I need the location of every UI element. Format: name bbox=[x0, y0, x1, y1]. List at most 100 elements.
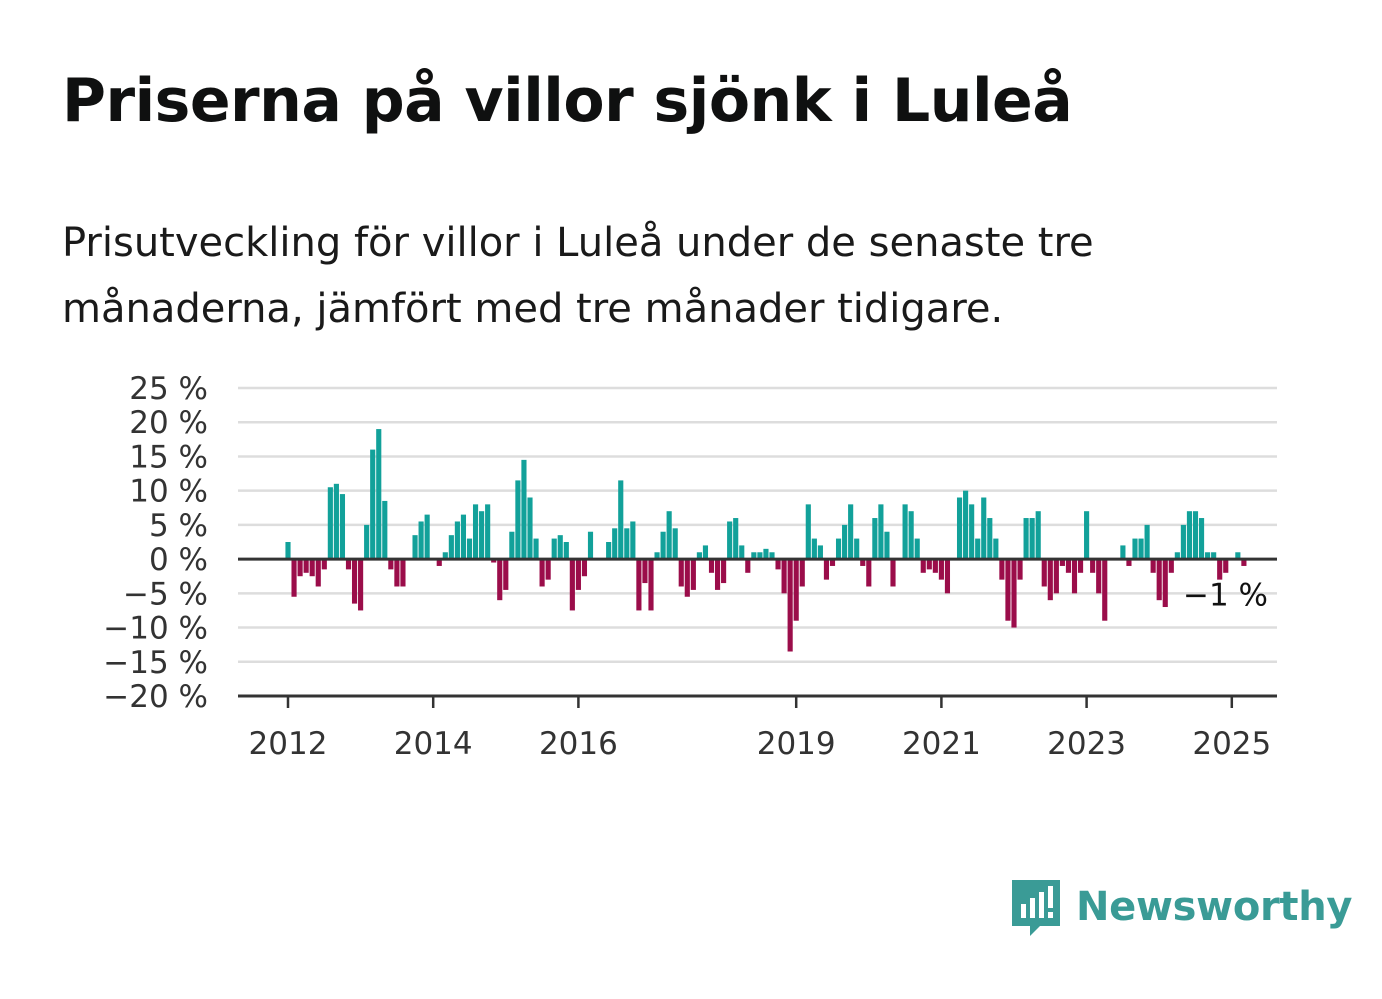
chart-subtitle: Prisutveckling för villor i Luleå under … bbox=[62, 220, 1094, 332]
brand-name: Newsworthy bbox=[1076, 884, 1353, 930]
bar bbox=[848, 504, 854, 560]
bar bbox=[364, 524, 370, 560]
bar bbox=[612, 528, 618, 560]
bar bbox=[666, 511, 672, 560]
bar bbox=[702, 545, 709, 560]
bar bbox=[587, 531, 594, 560]
bar bbox=[714, 559, 721, 590]
bar bbox=[1047, 559, 1053, 601]
bar bbox=[1071, 559, 1078, 594]
bar bbox=[563, 542, 569, 560]
bar bbox=[993, 538, 999, 560]
bar bbox=[823, 559, 830, 580]
bar bbox=[1023, 518, 1029, 560]
bar bbox=[497, 559, 503, 601]
bar bbox=[926, 559, 932, 570]
y-tick-label: −15 % bbox=[103, 645, 208, 681]
bar-chart: 25 %20 %15 %10 %5 %0 %−5 %−10 %−15 %−20 … bbox=[103, 371, 1277, 762]
bar bbox=[370, 449, 376, 560]
bar bbox=[1211, 552, 1217, 560]
bar bbox=[678, 559, 684, 587]
bar bbox=[696, 552, 702, 560]
bar bbox=[581, 559, 588, 577]
bar bbox=[878, 504, 884, 560]
bar bbox=[491, 559, 497, 563]
bar bbox=[527, 497, 533, 560]
y-tick-label: 25 % bbox=[129, 371, 208, 407]
bar bbox=[1205, 552, 1211, 560]
bar bbox=[914, 538, 920, 560]
bar bbox=[1198, 518, 1205, 560]
bar bbox=[466, 538, 473, 560]
bar bbox=[956, 497, 963, 560]
bar bbox=[835, 538, 842, 560]
bar bbox=[503, 559, 509, 590]
bar bbox=[799, 559, 805, 587]
bar bbox=[1241, 559, 1247, 566]
y-tick-label: 5 % bbox=[149, 508, 208, 544]
bar bbox=[442, 552, 448, 560]
bar bbox=[382, 500, 388, 560]
bar bbox=[376, 429, 382, 560]
bar bbox=[1186, 511, 1193, 560]
bar bbox=[1217, 559, 1223, 580]
x-tick-label: 2019 bbox=[757, 726, 836, 762]
x-tick-label: 2016 bbox=[539, 726, 618, 762]
y-tick-label: −20 % bbox=[103, 679, 208, 715]
bar bbox=[648, 559, 654, 611]
bar bbox=[394, 559, 400, 587]
bar bbox=[902, 504, 908, 560]
y-tick-label: 20 % bbox=[129, 405, 208, 441]
y-axis-tick-labels: 25 %20 %15 %10 %5 %0 %−5 %−10 %−15 %−20 … bbox=[103, 371, 208, 715]
y-tick-label: 15 % bbox=[129, 439, 208, 475]
y-tick-label: 10 % bbox=[129, 474, 208, 510]
bar bbox=[1005, 559, 1011, 621]
bar bbox=[787, 559, 793, 652]
bars bbox=[285, 429, 1247, 652]
bar bbox=[1029, 518, 1035, 560]
bar bbox=[1156, 559, 1162, 601]
axes bbox=[238, 557, 1277, 708]
bar bbox=[890, 559, 896, 587]
bar bbox=[775, 559, 781, 570]
bar bbox=[1144, 524, 1150, 560]
bar bbox=[769, 552, 775, 560]
bar bbox=[575, 559, 581, 590]
bar bbox=[291, 559, 297, 597]
y-tick-label: 0 % bbox=[149, 542, 208, 578]
bar bbox=[315, 559, 321, 587]
chart-bubble-icon bbox=[1012, 880, 1060, 936]
bar bbox=[739, 545, 745, 560]
y-tick-label: −10 % bbox=[103, 611, 208, 647]
bar bbox=[1126, 559, 1132, 566]
bar bbox=[418, 521, 424, 560]
bar bbox=[1192, 511, 1199, 560]
bar bbox=[1150, 559, 1156, 573]
bar bbox=[811, 538, 817, 560]
bar bbox=[1084, 511, 1090, 560]
latest-value-annotation: −1 % bbox=[1183, 577, 1268, 613]
bar bbox=[981, 497, 987, 560]
bar bbox=[975, 538, 981, 560]
bar bbox=[793, 559, 799, 621]
bar bbox=[1223, 559, 1229, 573]
x-tick-label: 2023 bbox=[1047, 726, 1126, 762]
gridlines bbox=[238, 386, 1277, 664]
bar bbox=[1168, 559, 1174, 573]
bar bbox=[944, 559, 951, 594]
bar bbox=[509, 531, 515, 560]
chart-title: Priserna på villor sjönk i Luleå bbox=[62, 66, 1073, 136]
bar bbox=[938, 559, 944, 580]
bar bbox=[708, 559, 715, 573]
x-axis-tick-labels: 2012 2014 2016 2019 2021 2023 2025 bbox=[249, 726, 1272, 762]
bar bbox=[1041, 559, 1047, 587]
bar bbox=[309, 559, 315, 577]
bar bbox=[321, 559, 327, 570]
bar bbox=[448, 535, 454, 560]
newsworthy-logo: Newsworthy bbox=[1010, 876, 1353, 938]
bar bbox=[805, 504, 811, 560]
bar bbox=[860, 559, 866, 566]
bar bbox=[817, 545, 823, 560]
bar bbox=[636, 559, 642, 611]
bar bbox=[751, 552, 757, 560]
